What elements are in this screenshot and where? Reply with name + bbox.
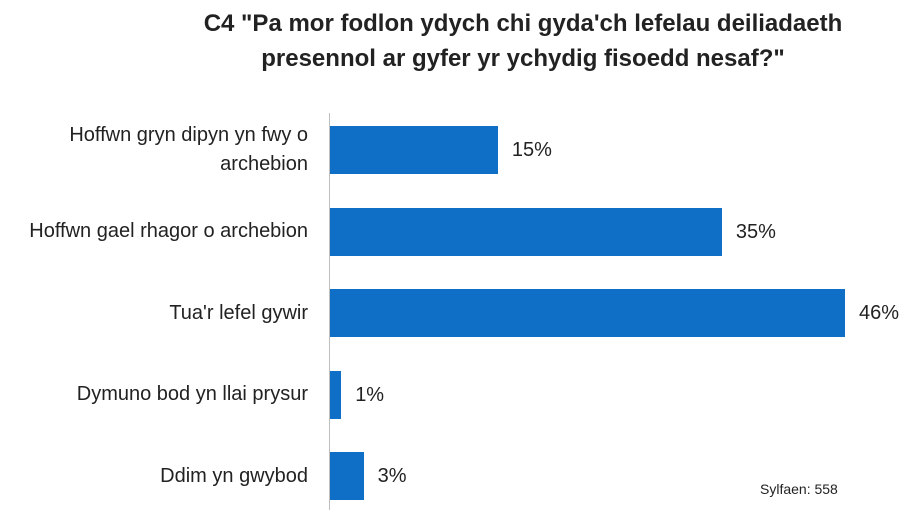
category-label: Tua'r lefel gywir — [169, 301, 308, 324]
annotation: Sylfaen: 558 — [760, 481, 838, 497]
chart-title: C4 "Pa mor fodlon ydych chi gyda'ch lefe… — [203, 10, 843, 72]
bar — [330, 370, 342, 419]
bar — [330, 207, 722, 256]
category-label: Dymuno bod yn llai prysur — [76, 383, 308, 405]
value-label: 3% — [377, 465, 407, 487]
category-axis — [329, 113, 330, 510]
bar — [330, 126, 498, 174]
value-label: 15% — [511, 139, 552, 161]
bar — [330, 289, 845, 337]
category-label: Ddim yn gwybod — [160, 464, 308, 487]
value-label: 35% — [735, 220, 776, 243]
value-label: 46% — [859, 302, 900, 324]
category-label: Hoffwn gryn dipyn yn fwy o archebion — [69, 124, 308, 175]
bar — [330, 452, 364, 500]
category-label: Hoffwn gael rhagor o archebion — [29, 220, 308, 242]
value-label: 1% — [355, 383, 385, 406]
